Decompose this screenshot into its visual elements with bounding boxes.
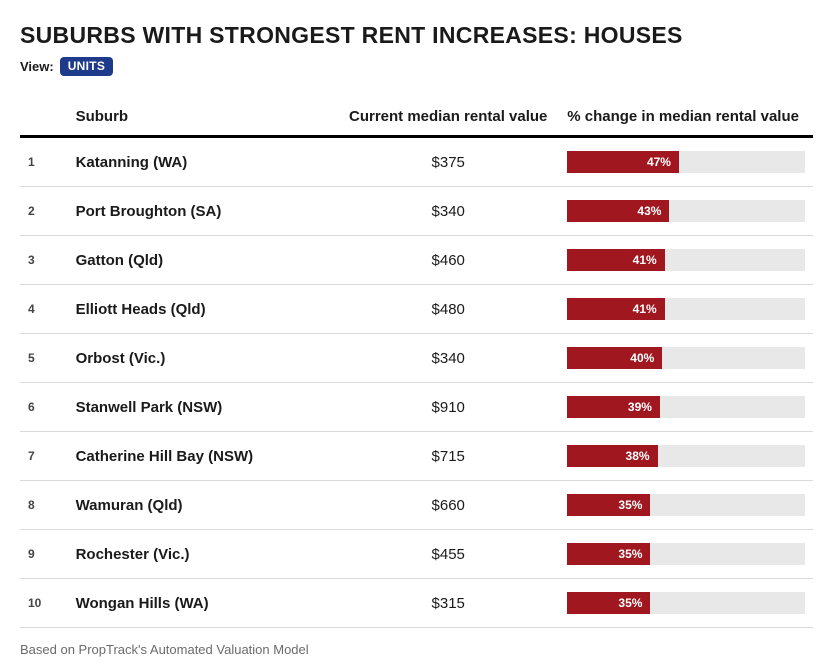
pct-bar-fill: 43% bbox=[567, 200, 669, 222]
value-cell: $340 bbox=[337, 334, 559, 383]
table-row: 1Katanning (WA)$375 47% bbox=[20, 137, 813, 187]
suburb-cell: Wongan Hills (WA) bbox=[68, 579, 338, 628]
pct-bar-track: 35% bbox=[567, 592, 805, 614]
pct-bar-track: 38% bbox=[567, 445, 805, 467]
rank-cell: 6 bbox=[20, 383, 68, 432]
value-cell: $455 bbox=[337, 530, 559, 579]
change-cell: 43% bbox=[559, 187, 813, 236]
rank-cell: 8 bbox=[20, 481, 68, 530]
col-value: Current median rental value bbox=[337, 102, 559, 137]
pct-bar-track: 39% bbox=[567, 396, 805, 418]
value-cell: $660 bbox=[337, 481, 559, 530]
change-cell: 39% bbox=[559, 383, 813, 432]
rank-cell: 1 bbox=[20, 137, 68, 187]
page-title: SUBURBS WITH STRONGEST RENT INCREASES: H… bbox=[20, 22, 813, 49]
change-cell: 35% bbox=[559, 530, 813, 579]
suburb-cell: Port Broughton (SA) bbox=[68, 187, 338, 236]
pct-bar-fill: 40% bbox=[567, 347, 662, 369]
table-row: 6Stanwell Park (NSW)$910 39% bbox=[20, 383, 813, 432]
suburb-cell: Gatton (Qld) bbox=[68, 236, 338, 285]
table-row: 3Gatton (Qld)$460 41% bbox=[20, 236, 813, 285]
pct-bar-fill: 47% bbox=[567, 151, 679, 173]
table-row: 10Wongan Hills (WA)$315 35% bbox=[20, 579, 813, 628]
value-cell: $715 bbox=[337, 432, 559, 481]
pct-bar-fill: 35% bbox=[567, 543, 650, 565]
view-label: View: bbox=[20, 59, 54, 74]
table-row: 5Orbost (Vic.)$340 40% bbox=[20, 334, 813, 383]
suburb-cell: Rochester (Vic.) bbox=[68, 530, 338, 579]
suburb-cell: Catherine Hill Bay (NSW) bbox=[68, 432, 338, 481]
pct-bar-fill: 35% bbox=[567, 494, 650, 516]
value-cell: $375 bbox=[337, 137, 559, 187]
pct-bar-track: 43% bbox=[567, 200, 805, 222]
rank-cell: 9 bbox=[20, 530, 68, 579]
change-cell: 41% bbox=[559, 285, 813, 334]
suburb-cell: Stanwell Park (NSW) bbox=[68, 383, 338, 432]
footnote: Based on PropTrack's Automated Valuation… bbox=[20, 642, 813, 657]
change-cell: 38% bbox=[559, 432, 813, 481]
pct-bar-track: 41% bbox=[567, 298, 805, 320]
table-row: 2Port Broughton (SA)$340 43% bbox=[20, 187, 813, 236]
suburb-cell: Elliott Heads (Qld) bbox=[68, 285, 338, 334]
rank-cell: 7 bbox=[20, 432, 68, 481]
value-cell: $460 bbox=[337, 236, 559, 285]
change-cell: 40% bbox=[559, 334, 813, 383]
suburb-cell: Katanning (WA) bbox=[68, 137, 338, 187]
change-cell: 35% bbox=[559, 481, 813, 530]
rank-cell: 3 bbox=[20, 236, 68, 285]
pct-bar-track: 40% bbox=[567, 347, 805, 369]
pct-bar-fill: 41% bbox=[567, 249, 664, 271]
change-cell: 41% bbox=[559, 236, 813, 285]
suburb-cell: Wamuran (Qld) bbox=[68, 481, 338, 530]
pct-bar-fill: 41% bbox=[567, 298, 664, 320]
pct-bar-fill: 38% bbox=[567, 445, 657, 467]
pct-bar-track: 47% bbox=[567, 151, 805, 173]
col-suburb: Suburb bbox=[68, 102, 338, 137]
change-cell: 35% bbox=[559, 579, 813, 628]
suburb-cell: Orbost (Vic.) bbox=[68, 334, 338, 383]
rank-cell: 5 bbox=[20, 334, 68, 383]
pct-bar-track: 35% bbox=[567, 543, 805, 565]
rent-table: Suburb Current median rental value % cha… bbox=[20, 102, 813, 628]
table-row: 8Wamuran (Qld)$660 35% bbox=[20, 481, 813, 530]
col-change: % change in median rental value bbox=[559, 102, 813, 137]
value-cell: $910 bbox=[337, 383, 559, 432]
pct-bar-fill: 35% bbox=[567, 592, 650, 614]
change-cell: 47% bbox=[559, 137, 813, 187]
value-cell: $480 bbox=[337, 285, 559, 334]
pct-bar-fill: 39% bbox=[567, 396, 660, 418]
rank-cell: 10 bbox=[20, 579, 68, 628]
rank-cell: 4 bbox=[20, 285, 68, 334]
table-row: 4Elliott Heads (Qld)$480 41% bbox=[20, 285, 813, 334]
col-rank bbox=[20, 102, 68, 137]
units-toggle-button[interactable]: UNITS bbox=[60, 57, 114, 76]
value-cell: $315 bbox=[337, 579, 559, 628]
table-row: 9Rochester (Vic.)$455 35% bbox=[20, 530, 813, 579]
pct-bar-track: 41% bbox=[567, 249, 805, 271]
pct-bar-track: 35% bbox=[567, 494, 805, 516]
rank-cell: 2 bbox=[20, 187, 68, 236]
view-toggle-row: View: UNITS bbox=[20, 57, 813, 76]
table-row: 7Catherine Hill Bay (NSW)$715 38% bbox=[20, 432, 813, 481]
value-cell: $340 bbox=[337, 187, 559, 236]
table-header-row: Suburb Current median rental value % cha… bbox=[20, 102, 813, 137]
